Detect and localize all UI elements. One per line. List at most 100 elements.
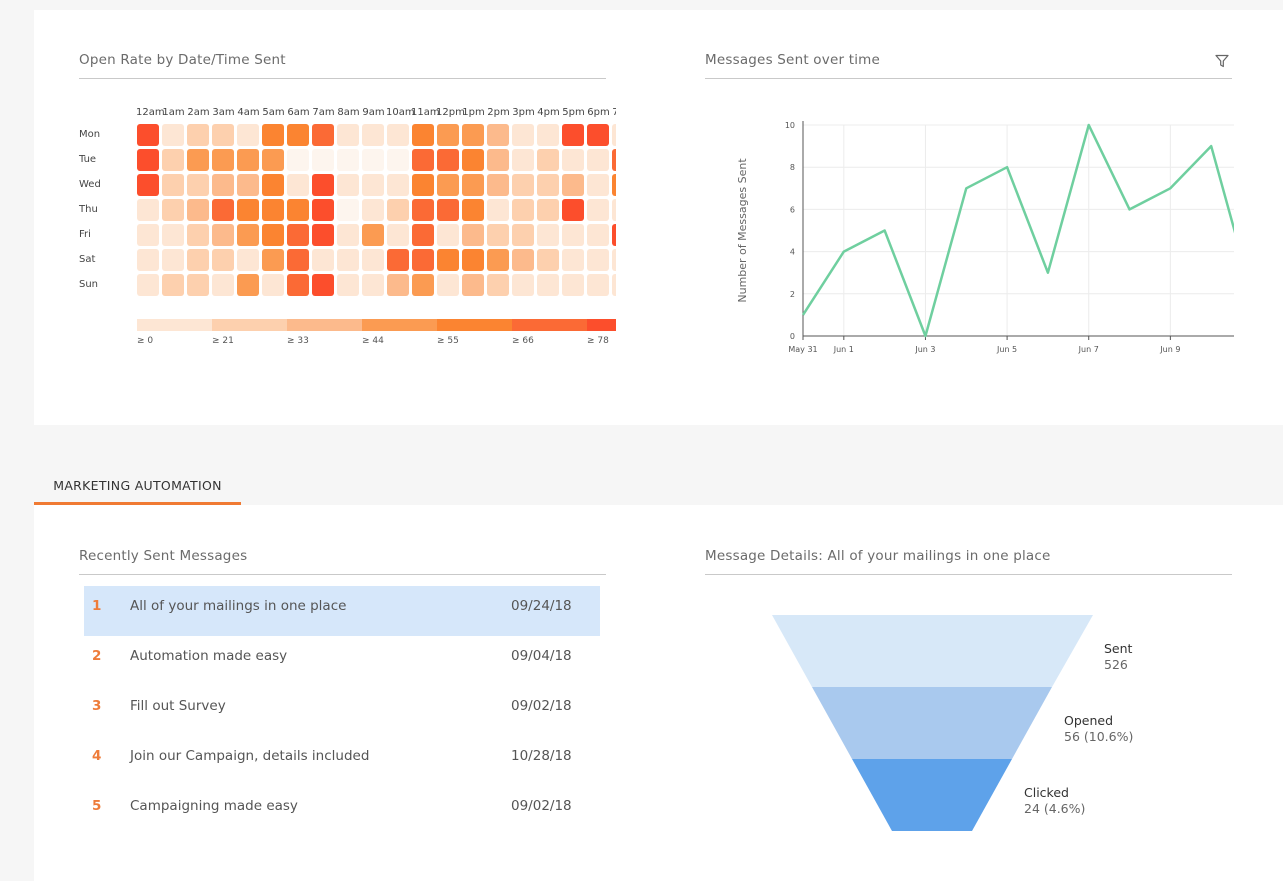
heatmap-cell[interactable] (562, 224, 584, 246)
message-row[interactable]: 5 Campaigning made easy 09/02/18 (84, 786, 600, 836)
heatmap-cell[interactable] (212, 124, 234, 146)
heatmap-cell[interactable] (237, 124, 259, 146)
heatmap-cell[interactable] (187, 149, 209, 171)
heatmap-cell[interactable] (337, 149, 359, 171)
tab-marketing-automation[interactable]: MARKETING AUTOMATION (34, 466, 241, 506)
heatmap-cell[interactable] (287, 124, 309, 146)
heatmap-cell[interactable] (412, 149, 434, 171)
heatmap-cell[interactable] (487, 249, 509, 271)
heatmap-cell[interactable] (262, 174, 284, 196)
message-row[interactable]: 2 Automation made easy 09/04/18 (84, 636, 600, 686)
heatmap-cell[interactable] (137, 224, 159, 246)
heatmap-cell[interactable] (412, 199, 434, 221)
heatmap-cell[interactable] (637, 249, 659, 271)
heatmap-cell[interactable] (537, 124, 559, 146)
heatmap-cell[interactable] (287, 199, 309, 221)
heatmap-cell[interactable] (412, 174, 434, 196)
heatmap-cell[interactable] (237, 224, 259, 246)
heatmap-cell[interactable] (262, 224, 284, 246)
heatmap-cell[interactable] (537, 174, 559, 196)
heatmap-cell[interactable] (587, 124, 609, 146)
heatmap-cell[interactable] (337, 274, 359, 296)
heatmap-cell[interactable] (187, 174, 209, 196)
heatmap-cell[interactable] (162, 149, 184, 171)
heatmap-cell[interactable] (237, 149, 259, 171)
heatmap-cell[interactable] (462, 124, 484, 146)
heatmap-cell[interactable] (337, 174, 359, 196)
heatmap-cell[interactable] (387, 124, 409, 146)
heatmap-cell[interactable] (412, 124, 434, 146)
heatmap-cell[interactable] (312, 249, 334, 271)
heatmap-cell[interactable] (537, 199, 559, 221)
heatmap-cell[interactable] (162, 249, 184, 271)
heatmap-cell[interactable] (287, 149, 309, 171)
heatmap-cell[interactable] (387, 274, 409, 296)
heatmap-cell[interactable] (587, 249, 609, 271)
heatmap-cell[interactable] (312, 174, 334, 196)
heatmap-cell[interactable] (562, 199, 584, 221)
heatmap-cell[interactable] (437, 149, 459, 171)
heatmap-cell[interactable] (437, 224, 459, 246)
heatmap-cell[interactable] (537, 274, 559, 296)
heatmap-cell[interactable] (287, 174, 309, 196)
heatmap-cell[interactable] (437, 199, 459, 221)
heatmap-cell[interactable] (162, 274, 184, 296)
heatmap-cell[interactable] (612, 149, 616, 171)
heatmap-cell[interactable] (337, 249, 359, 271)
heatmap-cell[interactable] (187, 124, 209, 146)
heatmap-cell[interactable] (462, 249, 484, 271)
heatmap-cell[interactable] (587, 274, 609, 296)
heatmap-cell[interactable] (162, 224, 184, 246)
heatmap-cell[interactable] (187, 249, 209, 271)
heatmap-cell[interactable] (512, 224, 534, 246)
heatmap-cell[interactable] (362, 124, 384, 146)
message-row[interactable]: 3 Fill out Survey 09/02/18 (84, 686, 600, 736)
heatmap-cell[interactable] (137, 199, 159, 221)
heatmap-cell[interactable] (162, 199, 184, 221)
heatmap-cell[interactable] (187, 224, 209, 246)
heatmap-cell[interactable] (637, 149, 659, 171)
heatmap-cell[interactable] (262, 199, 284, 221)
heatmap-cell[interactable] (587, 199, 609, 221)
heatmap-cell[interactable] (212, 149, 234, 171)
heatmap-cell[interactable] (487, 224, 509, 246)
funnel-stage[interactable] (812, 687, 1052, 759)
heatmap-cell[interactable] (162, 124, 184, 146)
heatmap-cell[interactable] (237, 174, 259, 196)
heatmap-cell[interactable] (462, 174, 484, 196)
heatmap-cell[interactable] (312, 224, 334, 246)
heatmap-cell[interactable] (562, 249, 584, 271)
heatmap-cell[interactable] (362, 149, 384, 171)
filter-icon[interactable] (1215, 54, 1229, 68)
heatmap-cell[interactable] (262, 249, 284, 271)
heatmap-cell[interactable] (412, 224, 434, 246)
heatmap-cell[interactable] (312, 199, 334, 221)
heatmap-cell[interactable] (412, 249, 434, 271)
heatmap-cell[interactable] (387, 149, 409, 171)
heatmap-cell[interactable] (362, 274, 384, 296)
heatmap-cell[interactable] (462, 224, 484, 246)
heatmap-cell[interactable] (612, 274, 616, 296)
heatmap-cell[interactable] (562, 149, 584, 171)
heatmap-cell[interactable] (487, 149, 509, 171)
heatmap-cell[interactable] (487, 274, 509, 296)
heatmap-cell[interactable] (262, 274, 284, 296)
heatmap-cell[interactable] (487, 174, 509, 196)
heatmap-cell[interactable] (487, 124, 509, 146)
heatmap-cell[interactable] (562, 274, 584, 296)
heatmap-cell[interactable] (137, 149, 159, 171)
heatmap-cell[interactable] (162, 174, 184, 196)
heatmap-cell[interactable] (462, 149, 484, 171)
heatmap-cell[interactable] (137, 274, 159, 296)
heatmap-cell[interactable] (612, 124, 616, 146)
heatmap-cell[interactable] (262, 149, 284, 171)
message-row[interactable]: 4 Join our Campaign, details included 10/2… (84, 736, 600, 786)
heatmap-cell[interactable] (562, 174, 584, 196)
heatmap-cell[interactable] (137, 124, 159, 146)
heatmap-cell[interactable] (362, 249, 384, 271)
heatmap-cell[interactable] (337, 224, 359, 246)
heatmap-cell[interactable] (212, 224, 234, 246)
heatmap-cell[interactable] (237, 249, 259, 271)
heatmap-cell[interactable] (612, 174, 616, 196)
heatmap-cell[interactable] (637, 199, 659, 221)
